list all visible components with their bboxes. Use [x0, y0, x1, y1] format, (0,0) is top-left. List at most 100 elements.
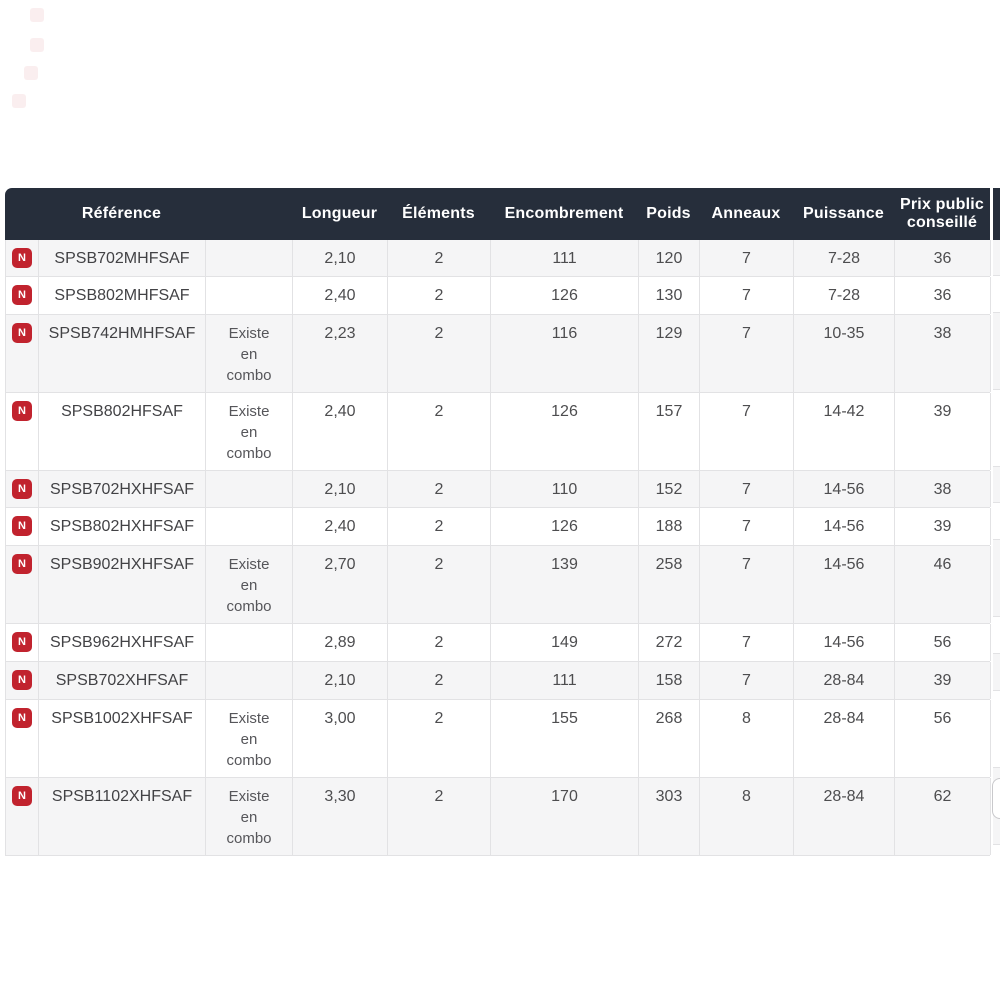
table-edge-header — [993, 188, 1000, 240]
cell-elements: 2 — [388, 393, 491, 470]
cell-puissance: 14-56 — [794, 546, 895, 623]
table-row: N SPSB802HXHFSAF 2,40 2 126 188 7 14-56 39 — [5, 508, 991, 546]
cell-combo: Existe en combo — [206, 315, 293, 392]
cell-anneaux: 7 — [700, 471, 794, 507]
cell-prix: 36 — [895, 240, 991, 276]
cell-longueur: 2,10 — [293, 662, 388, 699]
cell-badge: N — [6, 393, 39, 470]
new-badge: N — [12, 516, 32, 536]
header-cell-prix: Prix public conseillé — [900, 195, 984, 231]
cell-badge: N — [6, 315, 39, 392]
table-row: N SPSB702XHFSAF 2,10 2 111 158 7 28-84 39 — [5, 662, 991, 700]
header-cell-anneaux: Anneaux — [711, 204, 781, 222]
table-edge-row — [993, 390, 1000, 467]
table-edge-row — [993, 540, 1000, 617]
cell-combo: Existe en combo — [206, 393, 293, 470]
cell-poids: 272 — [639, 624, 700, 661]
cell-elements: 2 — [388, 315, 491, 392]
new-badge: N — [12, 670, 32, 690]
cell-anneaux: 8 — [700, 700, 794, 777]
cell-anneaux: 7 — [700, 546, 794, 623]
cell-encombrement: 139 — [491, 546, 639, 623]
cell-longueur: 2,40 — [293, 393, 388, 470]
partial-corner-button[interactable] — [992, 778, 1000, 819]
cell-reference: SPSB702MHFSAF — [39, 240, 206, 276]
new-badge: N — [12, 708, 32, 728]
cell-combo: Existe en combo — [206, 778, 293, 855]
cell-combo — [206, 662, 293, 699]
cell-elements: 2 — [388, 508, 491, 545]
table-row: N SPSB1002XHFSAF Existe en combo 3,00 2 155 26… — [5, 700, 991, 778]
cell-puissance: 14-56 — [794, 508, 895, 545]
cell-longueur: 2,10 — [293, 471, 388, 507]
cell-badge: N — [6, 240, 39, 276]
cell-longueur: 2,40 — [293, 277, 388, 314]
cell-prix: 46 — [895, 546, 991, 623]
faded-new-badge — [24, 66, 38, 80]
cell-longueur: 2,70 — [293, 546, 388, 623]
table-edge-row — [993, 240, 1000, 276]
cell-anneaux: 8 — [700, 778, 794, 855]
header-cell-poids: Poids — [646, 204, 691, 222]
cell-prix: 39 — [895, 393, 991, 470]
cell-encombrement: 111 — [491, 662, 639, 699]
cell-prix: 36 — [895, 277, 991, 314]
cell-encombrement: 126 — [491, 277, 639, 314]
cell-elements: 2 — [388, 277, 491, 314]
cell-badge: N — [6, 277, 39, 314]
cell-longueur: 2,89 — [293, 624, 388, 661]
cell-reference: SPSB1102XHFSAF — [39, 778, 206, 855]
table-body: N SPSB702MHFSAF 2,10 2 111 120 7 7-28 36 N SPSB802… — [5, 240, 991, 856]
cell-combo — [206, 277, 293, 314]
cell-anneaux: 7 — [700, 662, 794, 699]
cell-encombrement: 149 — [491, 624, 639, 661]
cell-poids: 158 — [639, 662, 700, 699]
cell-encombrement: 126 — [491, 393, 639, 470]
new-badge: N — [12, 479, 32, 499]
cell-reference: SPSB1002XHFSAF — [39, 700, 206, 777]
cell-elements: 2 — [388, 471, 491, 507]
new-badge: N — [12, 248, 32, 268]
cell-puissance: 10-35 — [794, 315, 895, 392]
cell-prix: 38 — [895, 315, 991, 392]
cell-anneaux: 7 — [700, 277, 794, 314]
cell-combo — [206, 240, 293, 276]
cell-puissance: 28-84 — [794, 700, 895, 777]
cell-prix: 39 — [895, 508, 991, 545]
cell-poids: 268 — [639, 700, 700, 777]
cell-reference: SPSB742HMHFSAF — [39, 315, 206, 392]
table-edge-row — [993, 691, 1000, 768]
table-edge-row — [993, 467, 1000, 503]
cell-puissance: 28-84 — [794, 662, 895, 699]
cell-reference: SPSB702HXHFSAF — [39, 471, 206, 507]
cell-badge: N — [6, 778, 39, 855]
cell-badge: N — [6, 546, 39, 623]
new-badge: N — [12, 632, 32, 652]
cell-prix: 38 — [895, 471, 991, 507]
faded-new-badge — [12, 94, 26, 108]
cell-longueur: 3,00 — [293, 700, 388, 777]
table-row: N SPSB902HXHFSAF Existe en combo 2,70 2 139 25… — [5, 546, 991, 624]
header-cell-elements: Éléments — [402, 204, 475, 222]
cell-prix: 56 — [895, 700, 991, 777]
cell-poids: 130 — [639, 277, 700, 314]
cell-badge: N — [6, 471, 39, 507]
new-badge: N — [12, 786, 32, 806]
cell-elements: 2 — [388, 662, 491, 699]
table-edge-row — [993, 503, 1000, 540]
cell-prix: 62 — [895, 778, 991, 855]
cell-elements: 2 — [388, 778, 491, 855]
table-edge-row — [993, 276, 1000, 313]
cell-elements: 2 — [388, 546, 491, 623]
cell-encombrement: 111 — [491, 240, 639, 276]
table-row: N SPSB702MHFSAF 2,10 2 111 120 7 7-28 36 — [5, 240, 991, 277]
cell-puissance: 14-42 — [794, 393, 895, 470]
table-header: Référence Longueur Éléments Encombrement Poi… — [5, 188, 990, 240]
cell-combo: Existe en combo — [206, 700, 293, 777]
cell-puissance: 7-28 — [794, 240, 895, 276]
cell-poids: 188 — [639, 508, 700, 545]
cell-anneaux: 7 — [700, 508, 794, 545]
table-edge-row — [993, 313, 1000, 390]
cell-combo: Existe en combo — [206, 546, 293, 623]
